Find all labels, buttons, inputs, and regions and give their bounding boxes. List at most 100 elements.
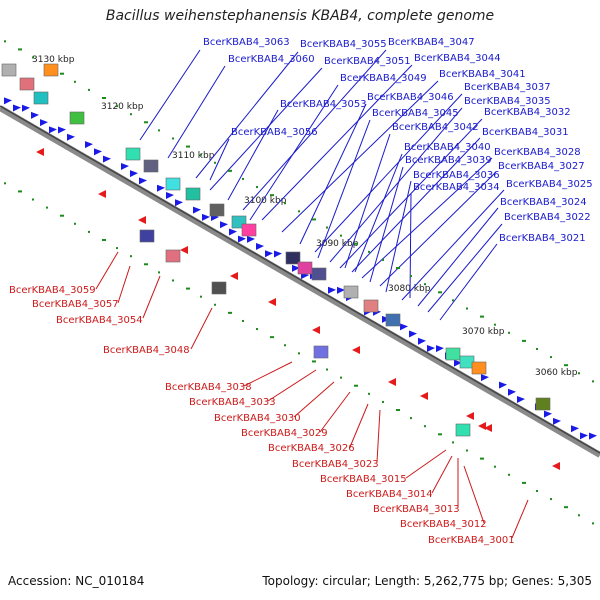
gene-label[interactable]: BcerKBAB4_3014 — [346, 489, 433, 500]
leader-line — [369, 166, 404, 283]
leader-line — [167, 65, 226, 159]
gene-feature-tracks — [1, 63, 597, 470]
gene-feature-box — [343, 285, 359, 299]
gc-dot — [452, 299, 454, 302]
gene-feature-box — [211, 281, 227, 295]
gene-label[interactable]: BcerKBAB4_3057 — [32, 299, 119, 310]
leader-line — [351, 137, 481, 273]
gene-label[interactable]: BcerKBAB4_3036 — [413, 170, 500, 181]
gene-label[interactable]: BcerKBAB4_3038 — [165, 382, 252, 393]
gene-label[interactable]: BcerKBAB4_3028 — [494, 147, 581, 158]
forward-gene-arrow — [589, 432, 597, 440]
gene-label[interactable]: BcerKBAB4_3015 — [320, 474, 407, 485]
gc-dot — [480, 457, 484, 460]
gene-label[interactable]: BcerKBAB4_3055 — [300, 39, 387, 50]
genome-backbone-edge — [0, 105, 600, 454]
label-leader-lines — [95, 49, 529, 539]
gc-dot — [452, 441, 454, 444]
gc-dotted-tracks — [4, 40, 594, 525]
gene-feature-box — [471, 361, 487, 375]
gc-dot — [578, 372, 580, 375]
gene-label[interactable]: BcerKBAB4_3054 — [56, 315, 143, 326]
forward-gene-arrow — [517, 395, 525, 403]
accession: Accession: NC_010184 — [8, 574, 145, 588]
gc-dot — [158, 129, 160, 132]
gene-label[interactable]: BcerKBAB4_3045 — [372, 108, 459, 119]
forward-gene-arrow — [193, 206, 201, 214]
gene-feature-box — [313, 345, 329, 359]
gc-dot — [200, 153, 202, 156]
gene-label[interactable]: BcerKBAB4_3032 — [484, 107, 571, 118]
gene-label[interactable]: BcerKBAB4_3033 — [189, 397, 276, 408]
gene-label[interactable]: BcerKBAB4_3053 — [280, 99, 367, 110]
gc-dot — [270, 194, 274, 197]
forward-gene-arrow — [409, 330, 417, 338]
gene-label[interactable]: BcerKBAB4_3047 — [388, 37, 475, 48]
gene-label[interactable]: BcerKBAB4_3063 — [203, 37, 290, 48]
gc-dot — [410, 275, 412, 278]
gene-label[interactable]: BcerKBAB4_3049 — [340, 73, 427, 84]
gc-dot — [466, 307, 468, 310]
gene-label[interactable]: BcerKBAB4_3059 — [9, 285, 96, 296]
gene-label[interactable]: BcerKBAB4_3044 — [414, 53, 501, 64]
tick-label: 3130 kbp — [32, 55, 75, 65]
forward-gene-arrow — [337, 286, 345, 294]
gc-dot — [130, 113, 132, 116]
gc-dot — [200, 295, 202, 298]
gene-label[interactable]: BcerKBAB4_3051 — [324, 56, 411, 67]
leader-line — [344, 133, 391, 269]
gene-label[interactable]: BcerKBAB4_3025 — [506, 179, 593, 190]
forward-gene-arrow — [247, 235, 255, 243]
reverse-gene-arrow — [352, 346, 360, 354]
gene-label[interactable]: BcerKBAB4_3023 — [292, 459, 379, 470]
gc-dot — [32, 56, 34, 59]
gc-dot — [564, 364, 568, 367]
gene-feature-box — [125, 147, 141, 161]
gene-label[interactable]: BcerKBAB4_3022 — [504, 212, 591, 223]
gene-feature-box — [385, 313, 401, 327]
gene-label[interactable]: BcerKBAB4_3039 — [405, 155, 492, 166]
gene-label[interactable]: BcerKBAB4_3041 — [439, 69, 526, 80]
gene-label[interactable]: BcerKBAB4_3001 — [428, 535, 515, 546]
gene-label[interactable]: BcerKBAB4_3031 — [482, 127, 569, 138]
forward-gene-arrow — [265, 250, 273, 258]
gene-label[interactable]: BcerKBAB4_3021 — [499, 233, 586, 244]
forward-gene-arrow — [22, 104, 30, 112]
gc-dot — [396, 267, 400, 270]
gene-label[interactable]: BcerKBAB4_3024 — [500, 197, 587, 208]
gc-dot — [256, 186, 258, 189]
gc-dot — [18, 190, 22, 193]
gc-dot — [536, 347, 538, 350]
gene-label[interactable]: BcerKBAB4_3042 — [392, 122, 479, 133]
gene-label[interactable]: BcerKBAB4_3027 — [498, 161, 585, 172]
tick-label: 3100 kbp — [244, 196, 287, 206]
gene-label[interactable]: BcerKBAB4_3013 — [373, 504, 460, 515]
gene-label[interactable]: BcerKBAB4_3040 — [404, 142, 491, 153]
gene-feature-box — [1, 63, 17, 77]
gene-label[interactable]: BcerKBAB4_3029 — [241, 428, 328, 439]
leader-line — [299, 103, 367, 245]
gc-dot — [382, 400, 384, 403]
gene-label[interactable]: BcerKBAB4_3012 — [400, 519, 487, 530]
forward-gene-arrow — [499, 381, 507, 389]
gene-label[interactable]: BcerKBAB4_3060 — [228, 54, 315, 65]
gene-label[interactable]: BcerKBAB4_3026 — [268, 443, 355, 454]
gene-label[interactable]: BcerKBAB4_3056 — [231, 127, 318, 138]
gc-dot — [144, 263, 148, 266]
gene-label[interactable]: BcerKBAB4_3037 — [464, 82, 551, 93]
gc-dot — [256, 328, 258, 331]
gc-dot — [88, 230, 90, 233]
gene-label[interactable]: BcerKBAB4_3046 — [367, 92, 454, 103]
gene-label[interactable]: BcerKBAB4_3048 — [103, 345, 190, 356]
gene-label[interactable]: BcerKBAB4_3035 — [464, 96, 551, 107]
forward-gene-arrow — [157, 184, 165, 192]
gene-feature-box — [165, 177, 181, 191]
gc-dot — [158, 271, 160, 274]
forward-gene-arrow — [13, 104, 21, 112]
gene-label[interactable]: BcerKBAB4_3030 — [214, 413, 301, 424]
gene-feature-box — [311, 267, 327, 281]
gene-label[interactable]: BcerKBAB4_3034 — [413, 182, 500, 193]
gene-feature-box — [209, 203, 225, 217]
